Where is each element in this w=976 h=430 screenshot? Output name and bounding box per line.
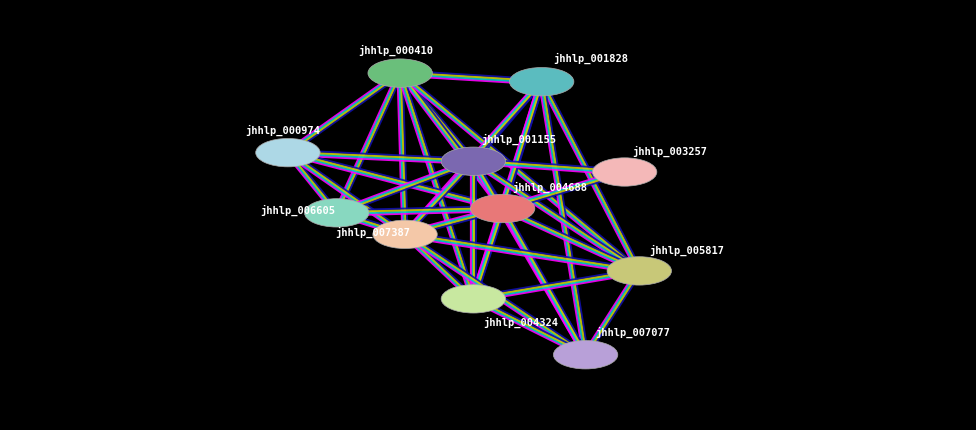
Text: jhhlp_007387: jhhlp_007387 xyxy=(335,227,410,238)
Text: jhhlp_000974: jhhlp_000974 xyxy=(246,125,320,136)
Circle shape xyxy=(373,220,437,249)
Circle shape xyxy=(607,257,671,285)
Circle shape xyxy=(470,194,535,223)
Circle shape xyxy=(368,59,432,87)
Text: jhhlp_003257: jhhlp_003257 xyxy=(632,146,708,157)
Circle shape xyxy=(441,147,506,175)
Text: jhhlp_004324: jhhlp_004324 xyxy=(483,317,558,328)
Text: jhhlp_001828: jhhlp_001828 xyxy=(553,53,629,64)
Circle shape xyxy=(553,341,618,369)
Circle shape xyxy=(441,285,506,313)
Circle shape xyxy=(256,138,320,167)
Text: jhhlp_005817: jhhlp_005817 xyxy=(649,245,724,256)
Circle shape xyxy=(509,68,574,96)
Circle shape xyxy=(305,199,369,227)
Text: jhhlp_006605: jhhlp_006605 xyxy=(261,205,336,216)
Text: jhhlp_004688: jhhlp_004688 xyxy=(512,182,588,193)
Text: jhhlp_007077: jhhlp_007077 xyxy=(595,327,671,338)
Circle shape xyxy=(592,158,657,186)
Text: jhhlp_000410: jhhlp_000410 xyxy=(358,45,432,56)
Text: jhhlp_001155: jhhlp_001155 xyxy=(481,134,556,145)
